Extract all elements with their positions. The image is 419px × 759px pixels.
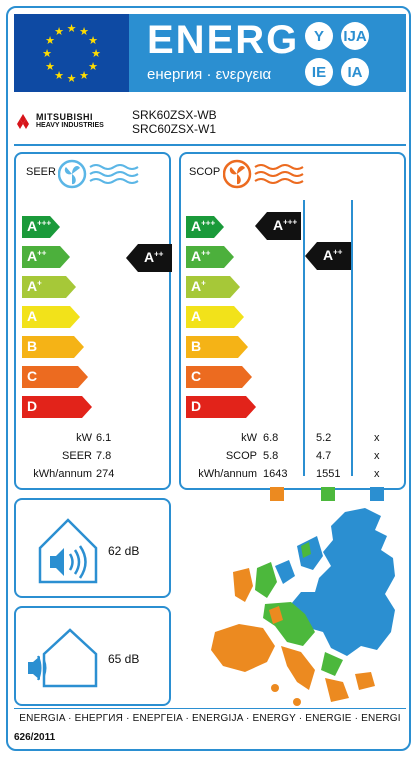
class-sup: +	[37, 278, 42, 288]
svg-text:★: ★	[79, 69, 89, 82]
scop-col1-scop: 5.8	[263, 450, 279, 462]
scop-column-divider-1	[303, 200, 305, 476]
scop-col3-kw: x	[374, 432, 380, 444]
rating-letter: A	[144, 249, 155, 265]
scop-metric-label-kw: kW	[241, 432, 257, 444]
class-letter: C	[27, 368, 38, 384]
footer-languages: ENERGIA · ЕНЕРГИЯ · ΕΝΕΡΓΕΙΑ · ENERGIJA …	[19, 713, 401, 724]
brand-subname: HEAVY INDUSTRIES	[36, 122, 104, 129]
svg-text:★: ★	[91, 47, 101, 60]
svg-text:★: ★	[79, 25, 89, 38]
europe-climate-map	[211, 508, 395, 706]
seer-title: SEER	[26, 166, 56, 178]
outdoor-sound-level: 65 dB	[108, 652, 140, 666]
climate-square-cold	[370, 487, 384, 501]
indoor-sound-panel: 62 dB	[14, 498, 171, 598]
scop-title: SCOP	[189, 166, 221, 178]
scop-metric-label-kwh: kWh/annum	[198, 468, 257, 480]
eu-stars-icon: ★ ★ ★ ★ ★ ★ ★ ★ ★ ★ ★ ★	[42, 22, 101, 85]
class-letter: A	[191, 278, 202, 294]
energy-header: ENERG енергия · ενεργεια Y IJA IE IA	[129, 14, 406, 92]
lang-code-y: Y	[305, 22, 333, 50]
class-letter: C	[191, 368, 202, 384]
lang-code-ija: IJA	[341, 22, 369, 50]
class-letter: B	[191, 338, 202, 354]
class-letter: A	[27, 218, 38, 234]
brand-name: MITSUBISHI	[36, 112, 94, 122]
class-letter: A	[27, 248, 38, 264]
class-letter: A	[191, 308, 202, 324]
class-letter: B	[27, 338, 38, 354]
regulation-number: 626/2011	[14, 732, 56, 743]
class-letter: A	[191, 248, 202, 264]
divider-top	[14, 144, 406, 146]
seer-metric-value-kw: 6.1	[96, 432, 112, 444]
outdoor-unit-speaker-icon	[28, 628, 98, 688]
rating-sup: ++	[333, 247, 343, 257]
eu-flag: ★ ★ ★ ★ ★ ★ ★ ★ ★ ★ ★ ★	[14, 14, 129, 92]
energy-title: ENERG	[147, 18, 300, 62]
energy-subtitle: енергия · ενεργεια	[147, 66, 272, 83]
class-sup: ++	[201, 248, 211, 258]
outdoor-sound-panel: 65 dB	[14, 606, 171, 706]
lang-code-ia: IA	[341, 58, 369, 86]
scop-col2-scop: 4.7	[316, 450, 332, 462]
svg-text:★: ★	[54, 69, 64, 82]
divider-bottom	[14, 708, 406, 709]
scop-col3-scop: x	[374, 450, 380, 462]
scop-col1-kwh: 1643	[263, 468, 288, 480]
svg-text:★: ★	[67, 22, 77, 35]
scop-metric-label-scop: SCOP	[225, 450, 257, 462]
model-outdoor: SRC60ZSX-W1	[132, 122, 217, 136]
svg-text:★: ★	[45, 60, 55, 73]
class-sup: +++	[37, 218, 52, 228]
rating-letter: A	[323, 247, 334, 263]
seer-metric-value-seer: 7.8	[96, 450, 112, 462]
climate-square-average	[321, 487, 335, 501]
svg-text:★: ★	[88, 34, 98, 47]
seer-metric-label-seer: SEER	[62, 450, 92, 462]
indoor-unit-speaker-icon	[38, 518, 98, 584]
model-indoor: SRK60ZSX-WB	[132, 108, 217, 122]
brand-line: MITSUBISHI HEAVY INDUSTRIES SRK60ZSX-WB …	[14, 104, 406, 136]
class-sup: +	[201, 278, 206, 288]
label-frame	[6, 6, 411, 751]
indoor-sound-level: 62 dB	[108, 544, 140, 558]
class-letter: A	[191, 218, 202, 234]
class-sup: +++	[201, 218, 216, 228]
scop-col1-kw: 6.8	[263, 432, 279, 444]
lang-code-ie: IE	[305, 58, 333, 86]
svg-text:★: ★	[67, 72, 77, 85]
mitsubishi-diamonds-icon	[17, 114, 29, 129]
brand-logo: MITSUBISHI HEAVY INDUSTRIES	[14, 112, 132, 134]
class-sup: ++	[37, 248, 47, 258]
scop-col2-kwh: 1551	[316, 468, 341, 480]
seer-metric-value-kwh: 274	[96, 468, 115, 480]
class-letter: D	[191, 398, 202, 414]
seer-panel: SEER A+++ A++ A+ A B C D A++ kW 6.1 SEER	[14, 152, 172, 490]
scop-col3-kwh: x	[374, 468, 380, 480]
seer-metric-label-kw: kW	[76, 432, 92, 444]
rating-sup: +++	[283, 217, 298, 227]
scop-panel: SCOP A+++ A++ A+ A B C D A+++	[179, 152, 406, 490]
rating-letter: A	[273, 217, 284, 233]
svg-text:★: ★	[45, 34, 55, 47]
svg-text:★: ★	[54, 25, 64, 38]
scop-column-divider-2	[351, 200, 353, 476]
class-letter: A	[27, 278, 38, 294]
class-letter: A	[27, 308, 38, 324]
seer-metric-label-kwh: kWh/annum	[33, 468, 92, 480]
climate-square-warm	[270, 487, 284, 501]
class-letter: D	[27, 398, 38, 414]
scop-col2-kw: 5.2	[316, 432, 332, 444]
svg-text:★: ★	[42, 47, 52, 60]
cooling-fan-icon	[58, 159, 139, 189]
rating-sup: ++	[154, 249, 164, 259]
heating-fan-icon	[223, 159, 304, 189]
svg-text:★: ★	[88, 60, 98, 73]
